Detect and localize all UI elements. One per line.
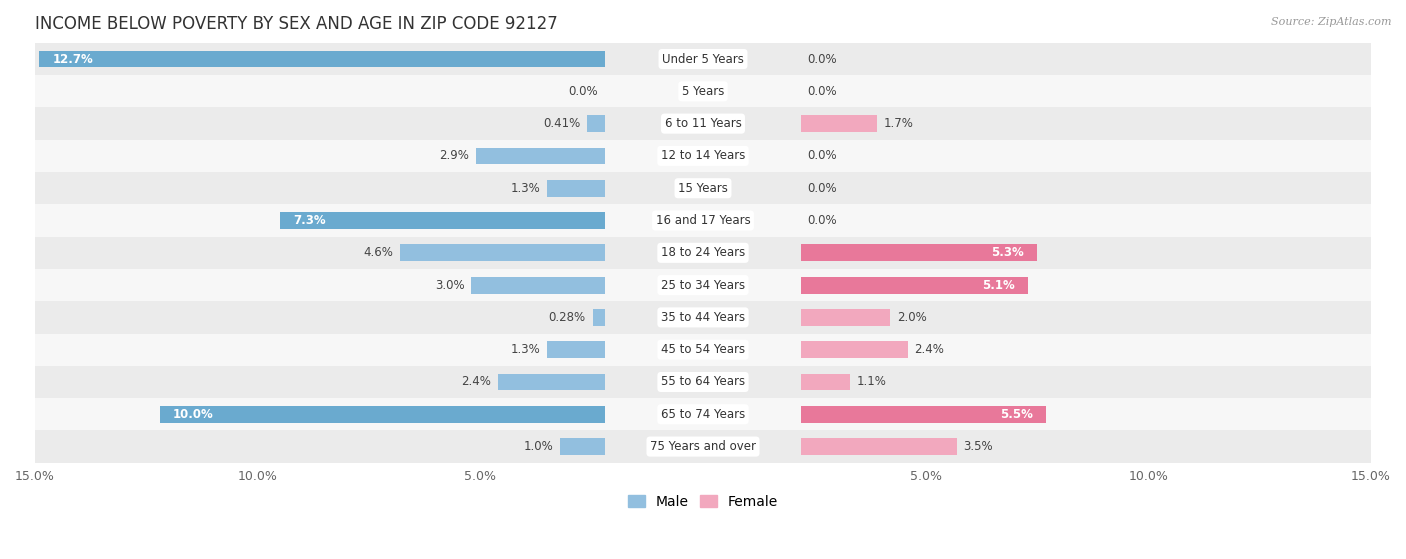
Text: 0.28%: 0.28% [548, 311, 586, 324]
Bar [401, 244, 605, 261]
Text: 3.0%: 3.0% [434, 278, 465, 292]
Text: 15 Years: 15 Years [678, 182, 728, 195]
Text: INCOME BELOW POVERTY BY SEX AND AGE IN ZIP CODE 92127: INCOME BELOW POVERTY BY SEX AND AGE IN Z… [35, 15, 558, 33]
Bar [35, 43, 1371, 75]
Bar [39, 51, 605, 68]
Bar [280, 212, 605, 229]
Text: 75 Years and over: 75 Years and over [650, 440, 756, 453]
Text: 5.3%: 5.3% [991, 247, 1024, 259]
Bar [160, 406, 605, 423]
Text: 3.5%: 3.5% [963, 440, 993, 453]
Bar [801, 115, 877, 132]
Text: 2.4%: 2.4% [461, 376, 492, 389]
Bar [35, 398, 1371, 430]
Text: Under 5 Years: Under 5 Years [662, 53, 744, 65]
Text: 65 to 74 Years: 65 to 74 Years [661, 408, 745, 421]
Bar [561, 438, 605, 455]
Bar [35, 205, 1371, 236]
Text: 5.5%: 5.5% [1000, 408, 1032, 421]
Text: 4.6%: 4.6% [364, 247, 394, 259]
Text: 1.7%: 1.7% [883, 117, 914, 130]
Text: 0.0%: 0.0% [568, 85, 599, 98]
Bar [35, 334, 1371, 366]
Bar [35, 366, 1371, 398]
Text: 2.9%: 2.9% [439, 149, 470, 163]
Bar [471, 277, 605, 293]
Text: 0.0%: 0.0% [807, 214, 838, 227]
Text: 45 to 54 Years: 45 to 54 Years [661, 343, 745, 356]
Bar [801, 309, 890, 326]
Text: 0.0%: 0.0% [807, 149, 838, 163]
Text: 10.0%: 10.0% [173, 408, 214, 421]
Text: Source: ZipAtlas.com: Source: ZipAtlas.com [1271, 17, 1392, 27]
Bar [35, 172, 1371, 205]
Text: 0.0%: 0.0% [807, 85, 838, 98]
Text: 18 to 24 Years: 18 to 24 Years [661, 247, 745, 259]
Bar [586, 115, 605, 132]
Text: 35 to 44 Years: 35 to 44 Years [661, 311, 745, 324]
Text: 6 to 11 Years: 6 to 11 Years [665, 117, 741, 130]
Text: 1.3%: 1.3% [510, 343, 540, 356]
Bar [547, 342, 605, 358]
Text: 25 to 34 Years: 25 to 34 Years [661, 278, 745, 292]
Text: 12.7%: 12.7% [53, 53, 94, 65]
Bar [592, 309, 605, 326]
Bar [35, 269, 1371, 301]
Text: 5.1%: 5.1% [981, 278, 1015, 292]
Bar [498, 373, 605, 390]
Text: 12 to 14 Years: 12 to 14 Years [661, 149, 745, 163]
Bar [801, 277, 1028, 293]
Bar [801, 406, 1046, 423]
Text: 0.41%: 0.41% [543, 117, 581, 130]
Bar [35, 75, 1371, 107]
Text: 0.0%: 0.0% [807, 182, 838, 195]
Text: 55 to 64 Years: 55 to 64 Years [661, 376, 745, 389]
Text: 7.3%: 7.3% [294, 214, 326, 227]
Text: 2.0%: 2.0% [897, 311, 927, 324]
Text: 2.4%: 2.4% [914, 343, 945, 356]
Bar [35, 430, 1371, 463]
Text: 1.1%: 1.1% [856, 376, 887, 389]
Bar [35, 301, 1371, 334]
Bar [801, 342, 908, 358]
Text: 5 Years: 5 Years [682, 85, 724, 98]
Legend: Male, Female: Male, Female [623, 490, 783, 515]
Bar [801, 244, 1038, 261]
Bar [35, 236, 1371, 269]
Bar [35, 107, 1371, 140]
Bar [801, 373, 851, 390]
Bar [801, 438, 957, 455]
Text: 16 and 17 Years: 16 and 17 Years [655, 214, 751, 227]
Bar [547, 180, 605, 197]
Text: 1.0%: 1.0% [524, 440, 554, 453]
Text: 0.0%: 0.0% [807, 53, 838, 65]
Bar [475, 148, 605, 164]
Text: 1.3%: 1.3% [510, 182, 540, 195]
Bar [35, 140, 1371, 172]
